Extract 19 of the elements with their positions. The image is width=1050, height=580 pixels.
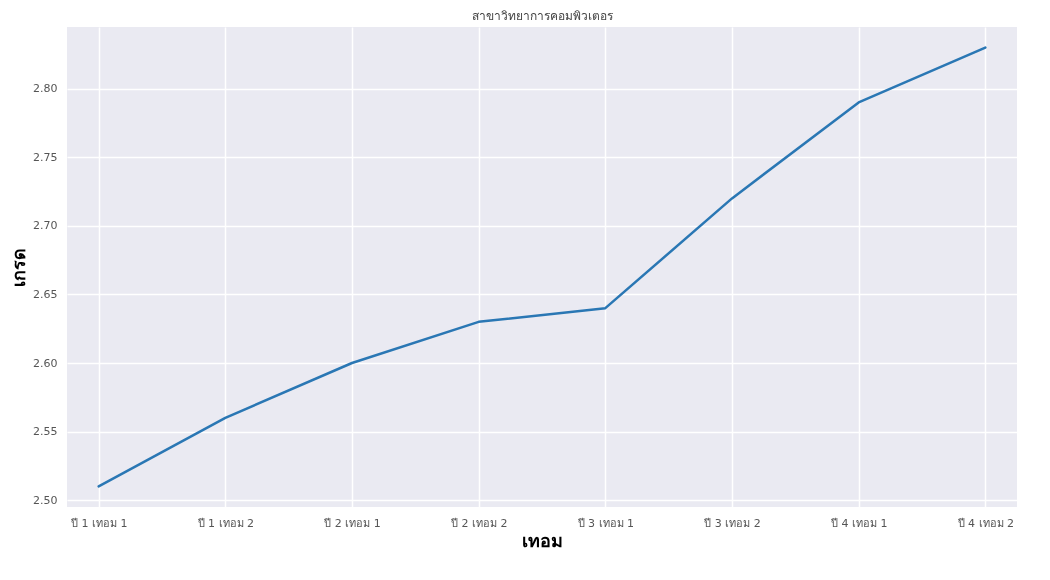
y-tick-label: 2.75 <box>33 150 58 164</box>
x-tick-label: ปี 3 เทอม 2 <box>703 516 761 530</box>
x-axis-title: เทอม <box>522 529 563 551</box>
x-tick-label: ปี 1 เทอม 1 <box>69 516 128 530</box>
y-tick-label: 2.55 <box>33 425 58 439</box>
x-tick-label: ปี 2 เทอม 1 <box>323 516 381 530</box>
y-tick-label: 2.50 <box>33 493 58 507</box>
x-tick-label: ปี 4 เทอม 1 <box>829 516 888 530</box>
x-tick-label: ปี 2 เทอม 2 <box>449 516 508 530</box>
chart-title: สาขาวิทยาการคอมพิวเตอร <box>471 9 614 23</box>
x-tick-label: ปี 3 เทอม 1 <box>576 516 635 530</box>
y-tick-label: 2.80 <box>33 82 58 96</box>
x-tick-label: ปี 4 เทอม 2 <box>956 516 1015 530</box>
y-axis-title: เกรด <box>8 248 30 287</box>
line-series <box>97 46 987 488</box>
y-tick-label: 2.60 <box>33 356 58 370</box>
y-tick-label: 2.70 <box>33 219 58 233</box>
y-tick-label: 2.65 <box>33 287 58 301</box>
x-tick-label: ปี 1 เทอม 2 <box>196 516 255 530</box>
